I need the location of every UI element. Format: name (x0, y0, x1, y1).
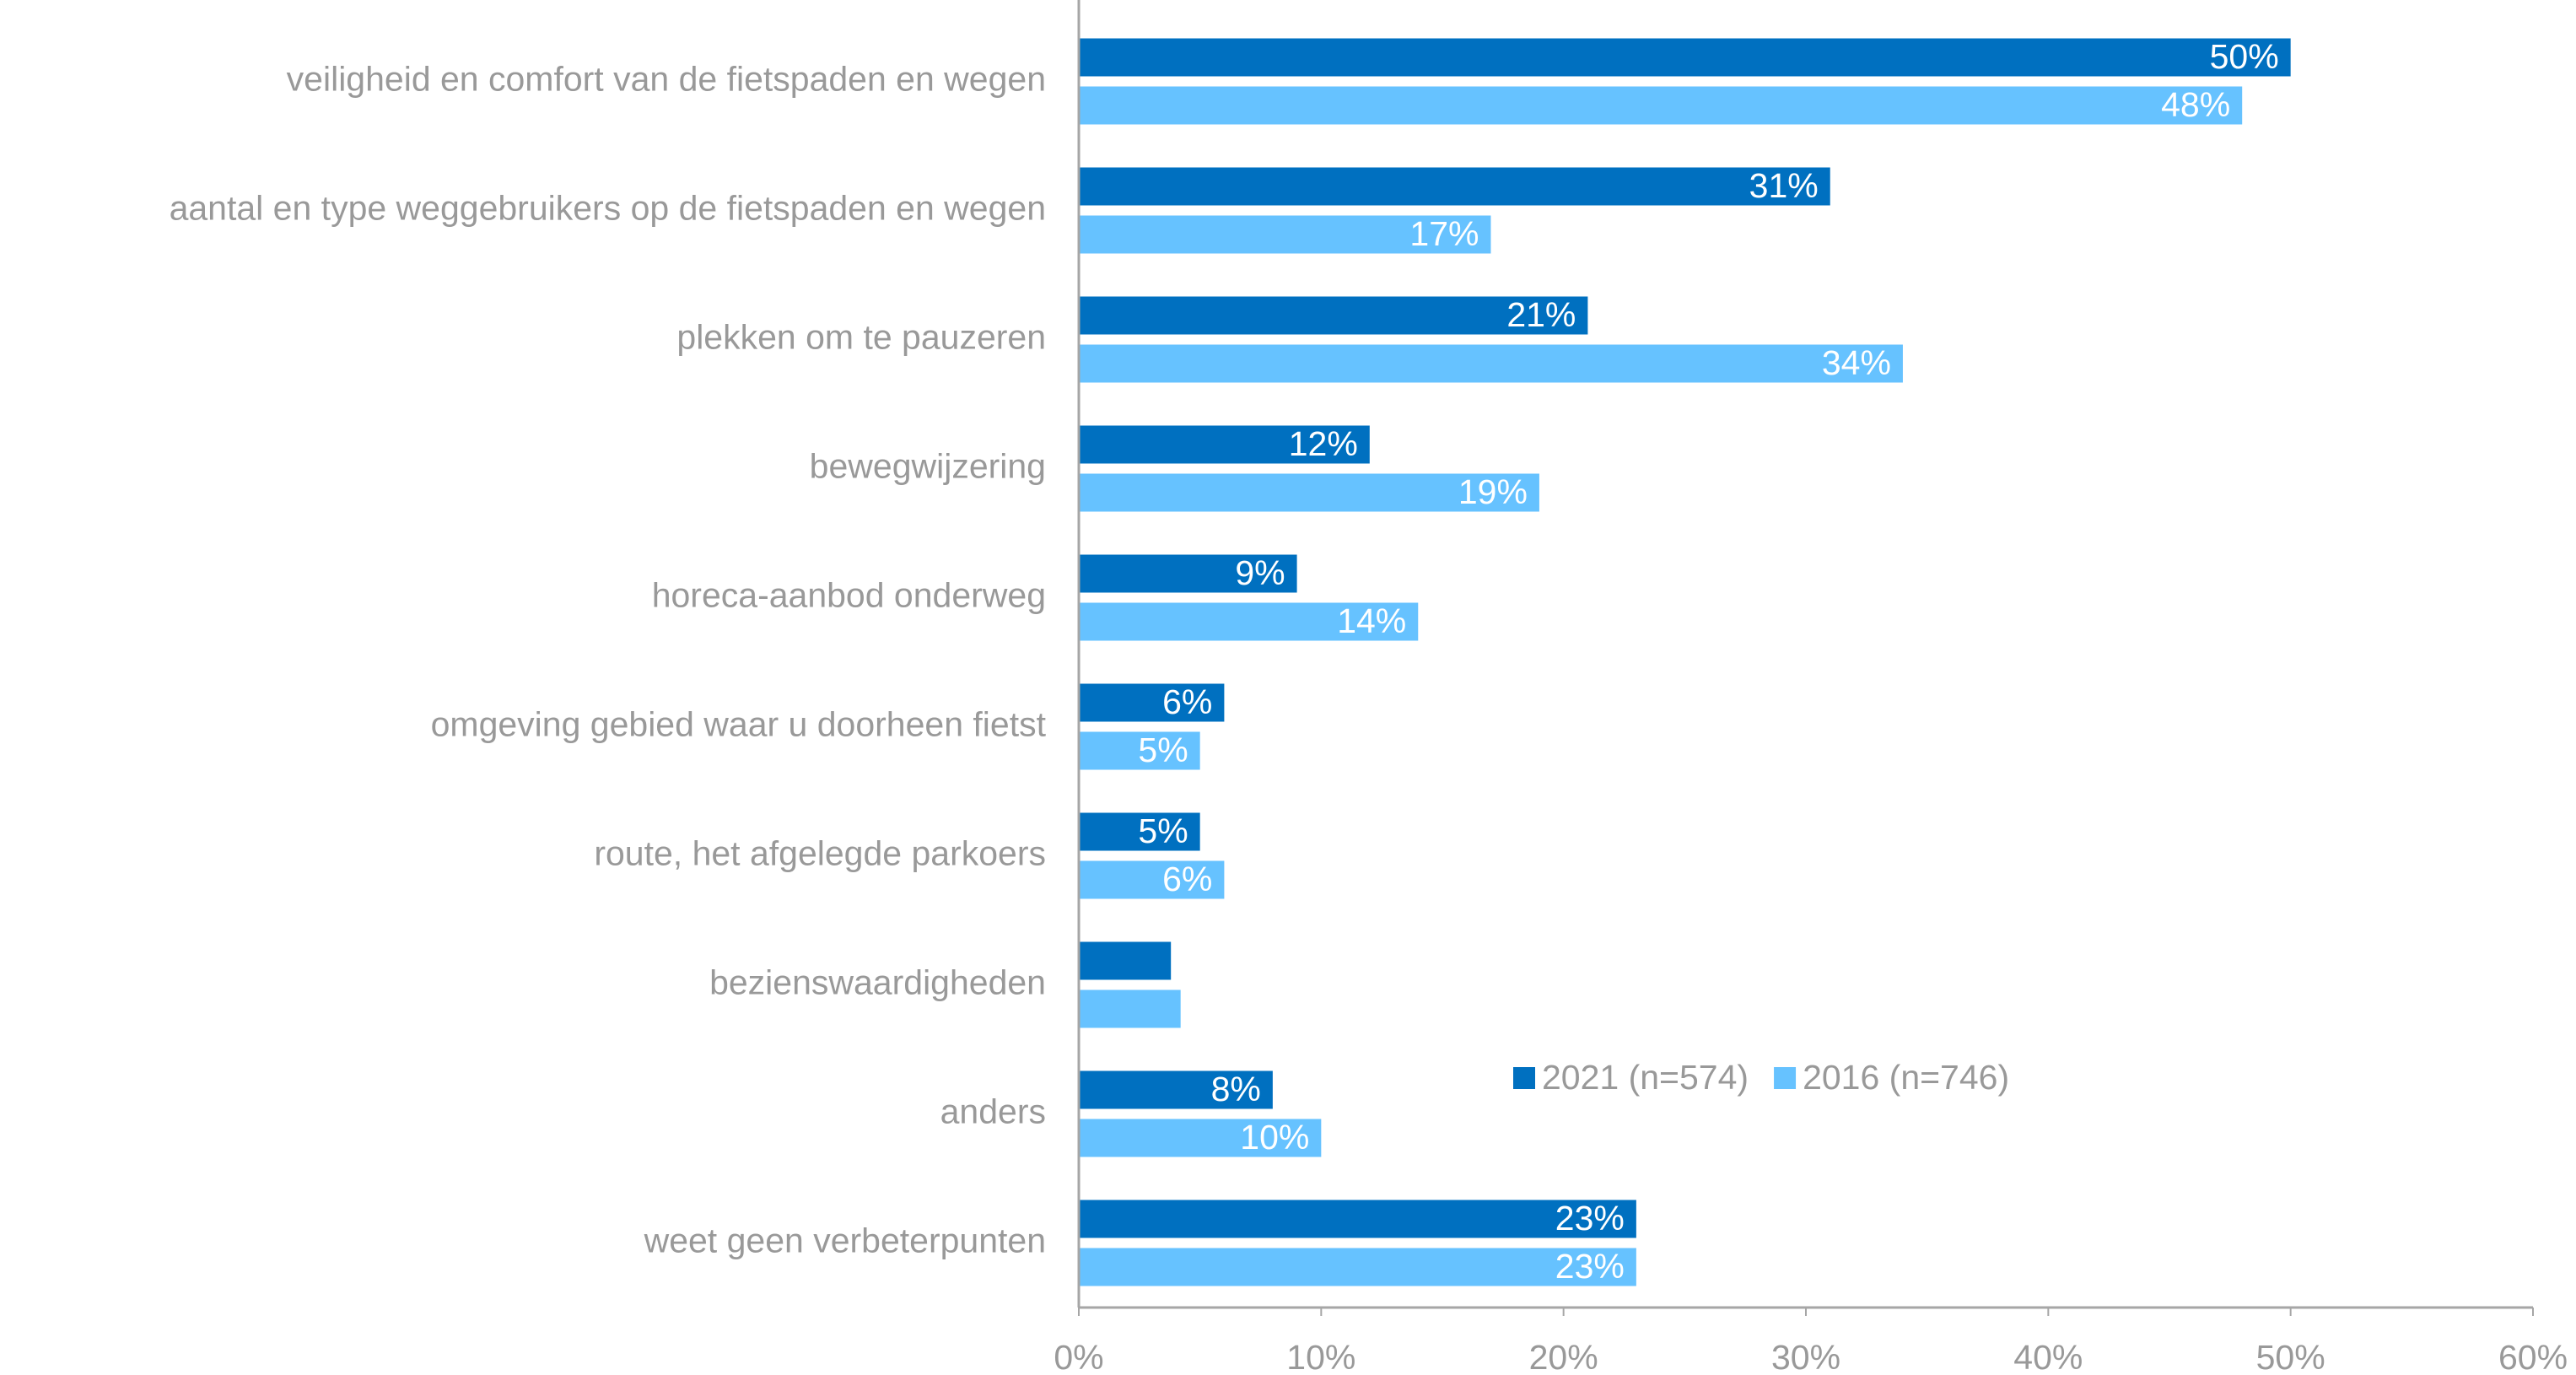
category-label: plekken om te pauzeren (676, 317, 1046, 356)
value-label: 10% (1240, 1118, 1309, 1157)
x-tick-label: 60% (2498, 1338, 2568, 1375)
x-tick-label: 20% (1529, 1338, 1598, 1375)
category-label: route, het afgelegde parkoers (594, 833, 1046, 872)
value-label: 34% (1822, 343, 1891, 382)
x-tick-label: 10% (1286, 1338, 1355, 1375)
bar (1079, 38, 2291, 77)
bar (1079, 425, 1370, 464)
value-label: 14% (1337, 601, 1406, 640)
value-label: 21% (1506, 295, 1576, 334)
value-label: 50% (2210, 37, 2279, 76)
bar (1079, 860, 1225, 899)
bar (1079, 683, 1225, 722)
legend-label: 2021 (n=574) (1542, 1058, 1749, 1097)
bar (1079, 602, 1419, 641)
bar (1079, 473, 1539, 512)
bar (1079, 1248, 1636, 1286)
bar (1079, 1119, 1322, 1157)
bar (1079, 941, 1172, 980)
category-label: horeca-aanbod onderweg (652, 575, 1046, 614)
category-label: aantal en type weggebruikers op de fiets… (170, 188, 1046, 227)
bar (1079, 1200, 1636, 1238)
legend-swatch (1513, 1067, 1535, 1089)
value-label: 48% (2161, 85, 2230, 124)
value-label: 6% (1162, 860, 1212, 898)
category-label: weet geen verbeterpunten (644, 1221, 1046, 1259)
x-tick-label: 40% (2013, 1338, 2083, 1375)
bar (1079, 86, 2243, 125)
value-label: 31% (1749, 166, 1819, 205)
x-tick-label: 30% (1771, 1338, 1840, 1375)
bar (1079, 215, 1491, 254)
bar (1079, 989, 1181, 1028)
bar (1079, 344, 1903, 383)
x-tick-label: 0% (1054, 1338, 1103, 1375)
value-label: 5% (1138, 731, 1188, 769)
value-label: 23% (1555, 1199, 1625, 1238)
category-label: anders (940, 1092, 1046, 1130)
value-label: 17% (1409, 214, 1479, 253)
value-label: 8% (1211, 1070, 1261, 1108)
value-label: 23% (1555, 1247, 1625, 1286)
value-label: 9% (1235, 553, 1285, 592)
bar (1079, 812, 1200, 851)
category-label: bezienswaardigheden (709, 962, 1046, 1001)
bar (1079, 1070, 1273, 1109)
bar (1079, 296, 1588, 335)
bar (1079, 167, 1830, 206)
legend-swatch (1774, 1067, 1797, 1089)
bar (1079, 731, 1200, 770)
value-label: 6% (1162, 682, 1212, 721)
value-label: 12% (1289, 424, 1358, 463)
bar (1079, 554, 1297, 593)
category-label: bewegwijzering (810, 446, 1046, 485)
value-label: 19% (1458, 472, 1528, 511)
category-label: omgeving gebied waar u doorheen fietst (431, 704, 1047, 743)
value-label: 5% (1138, 812, 1188, 850)
legend-label: 2016 (n=746) (1803, 1058, 2009, 1097)
category-label: veiligheid en comfort van de fietspaden … (287, 59, 1046, 98)
x-tick-label: 50% (2256, 1338, 2325, 1375)
